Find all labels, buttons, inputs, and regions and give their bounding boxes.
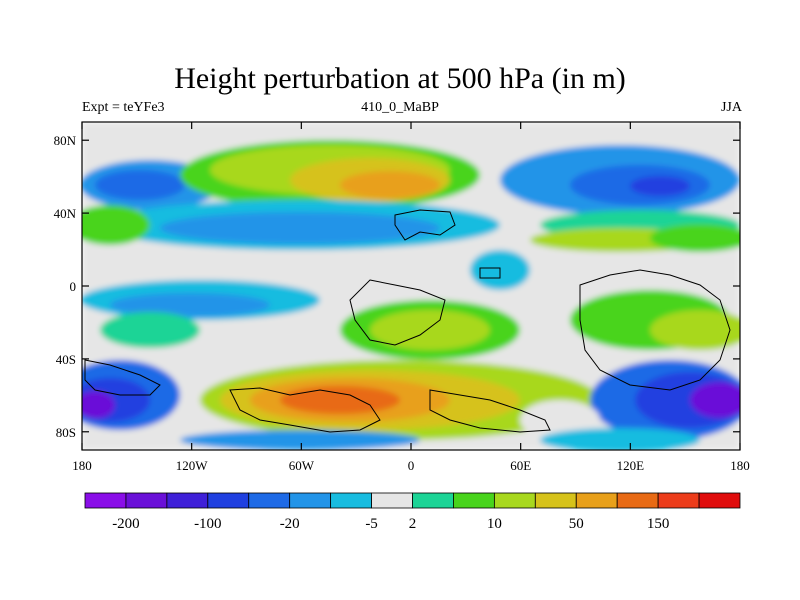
colorbar: -200 -100 -20 -5 2 10 50 150 [84,492,741,532]
colorbar-box [657,492,700,509]
chart-title: Height perturbation at 500 hPa (in m) [174,62,626,95]
x-tick-label: 60W [289,458,315,473]
colorbar-box [412,492,454,509]
colorbar-label: -5 [365,516,378,532]
colorbar-box [166,492,209,509]
colorbar-box [453,492,495,509]
x-tick-label: 60E [510,458,531,473]
colorbar-box [289,492,332,509]
colorbar-label: -100 [194,516,222,532]
colorbar-label: -20 [280,516,300,532]
x-tick-label: 180 [72,458,92,473]
x-tick-label: 0 [408,458,415,473]
colorbar-box [125,492,168,509]
x-tick-label: 180 [730,458,750,473]
colorbar-box [248,492,291,509]
experiment-label: Expt = teYFe3 [82,100,165,115]
colorbar-label: 50 [569,516,584,532]
y-tick-label: 80N [54,133,77,148]
field-layer [82,122,740,450]
period-label: 410_0_MaBP [361,100,439,115]
x-tick-label: 120E [617,458,645,473]
colorbar-box [698,492,741,509]
colorbar-box [371,492,413,509]
axis-ticks: 180 120W 60W 0 60E 120E 180 80N 40N 0 40S 80S [54,122,750,473]
colorbar-box [575,492,618,509]
y-tick-label: 0 [70,279,77,294]
season-label: JJA [720,100,742,115]
colorbar-label: 2 [409,516,417,532]
colorbar-box [534,492,577,509]
y-tick-label: 40S [56,352,76,367]
colorbar-box [616,492,659,509]
colorbar-box [84,492,127,509]
colorbar-label: 150 [647,516,670,532]
continent-outlines [84,209,731,433]
colorbar-box [493,492,536,509]
colorbar-box [207,492,250,509]
colorbar-label: 10 [487,516,502,532]
y-tick-label: 40N [54,206,77,221]
x-tick-label: 120W [176,458,209,473]
colorbar-label: -200 [112,516,140,532]
y-tick-label: 80S [56,425,76,440]
colorbar-box [330,492,372,509]
